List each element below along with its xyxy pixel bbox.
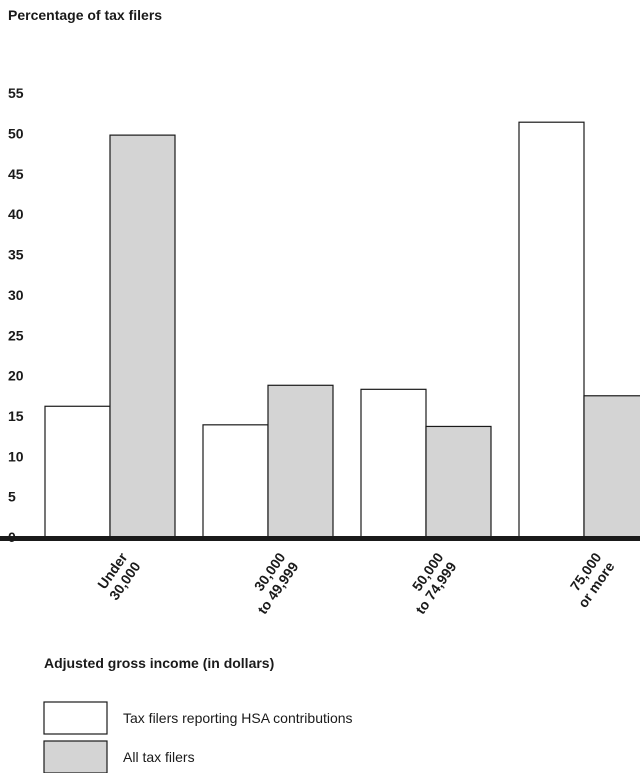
category-label: 30,000to 49,999 [241,549,302,617]
y-tick-label: 55 [8,85,24,101]
bar-hsa-1 [202,424,269,538]
legend-swatch-hsa [43,701,108,735]
y-tick-label: 25 [8,327,24,343]
y-tick-label: 30 [8,287,24,303]
legend-label-all: All tax filers [123,749,195,765]
category-label: 50,000to 74,999 [399,549,460,617]
category-label: 75,000or more [561,549,617,610]
bar-hsa-0 [44,405,111,538]
y-tick-label: 50 [8,126,24,142]
y-tick-label: 40 [8,206,24,222]
legend-swatch-all [43,740,108,773]
y-tick-label: 35 [8,247,24,263]
bar-all-0 [109,134,176,538]
legend: Tax filers reporting HSA contributions Al… [43,701,353,773]
y-axis-title: Percentage of tax filers [8,7,162,23]
bar-hsa-2 [360,388,427,538]
x-axis-title: Adjusted gross income (in dollars) [44,655,274,671]
y-axis-ticks: 0510152025303540455055 [8,85,24,545]
y-tick-label: 15 [8,408,24,424]
bar-all-2 [425,425,492,538]
y-tick-label: 45 [8,166,24,182]
bar-all-3 [583,395,640,538]
bar-all-1 [267,384,334,538]
category-label: Under30,000 [93,549,144,603]
bars [44,121,640,538]
y-tick-label: 20 [8,368,24,384]
y-tick-label: 5 [8,489,16,505]
x-axis-category-labels: Under30,000 30,000to 49,999 50,000to 74,99… [93,549,618,617]
y-tick-label: 10 [8,448,24,464]
bar-hsa-3 [518,121,585,538]
legend-label-hsa: Tax filers reporting HSA contributions [123,710,353,726]
